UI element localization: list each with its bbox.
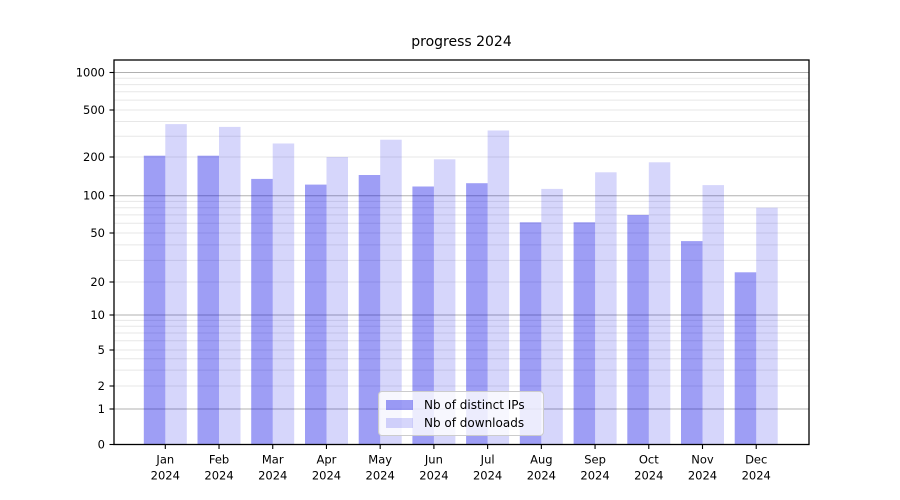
- x-tick-label-year: 2024: [419, 469, 448, 483]
- y-axis: 0 1 2 5 10 20 50 100 200 500 1000: [76, 66, 114, 452]
- x-tick-label-month: Jun: [424, 453, 443, 467]
- x-tick-label-month: Dec: [745, 453, 767, 467]
- x-tick-label-month: Apr: [317, 453, 337, 467]
- x-tick-label-year: 2024: [742, 469, 771, 483]
- bar-downloads-apr: [326, 157, 348, 445]
- y-tick-label: 500: [83, 103, 105, 117]
- bar-distinct-ips-apr: [305, 184, 327, 445]
- y-tick-label: 20: [90, 275, 105, 289]
- x-tick-label-month: Feb: [209, 453, 229, 467]
- bar-distinct-ips-feb: [197, 155, 219, 445]
- bar-downloads-feb: [219, 126, 241, 445]
- bar-distinct-ips-jun: [412, 186, 434, 445]
- y-tick-label: 10: [90, 308, 105, 322]
- legend-row-distinct-ips: Nb of distinct IPs: [386, 398, 535, 412]
- x-tick-label-month: Aug: [530, 453, 552, 467]
- bar-downloads-sep: [595, 172, 617, 445]
- y-tick-label: 1: [98, 402, 105, 416]
- x-tick-label-year: 2024: [366, 469, 395, 483]
- x-tick-label-year: 2024: [204, 469, 233, 483]
- bar-downloads-dec: [756, 207, 778, 445]
- chart-title: progress 2024: [411, 34, 512, 50]
- x-tick-label-month: May: [368, 453, 392, 467]
- y-tick-label: 5: [98, 343, 105, 357]
- x-tick-label-year: 2024: [258, 469, 287, 483]
- x-axis: Jan 2024 Feb 2024 Mar 2024 Apr 2024 May 2024 Jun 20…: [151, 444, 771, 483]
- legend-label-downloads: Nb of downloads: [424, 415, 525, 430]
- x-tick-label-year: 2024: [312, 469, 341, 483]
- y-tick-label: 0: [98, 438, 105, 452]
- x-tick-label-month: Jul: [480, 453, 495, 467]
- y-tick-label: 50: [90, 226, 105, 240]
- legend: Nb of distinct IPs Nb of downloads: [378, 391, 544, 436]
- x-tick-label-month: Nov: [691, 453, 714, 467]
- bar-distinct-ips-may: [358, 175, 381, 445]
- legend-row-downloads: Nb of downloads: [386, 416, 535, 430]
- bar-downloads-mar: [272, 143, 295, 445]
- minor-gridlines: [114, 77, 809, 387]
- bar-downloads-may: [380, 139, 402, 445]
- x-tick-label-month: Mar: [262, 453, 284, 467]
- y-tick-label: 200: [83, 150, 105, 164]
- x-tick-label-month: Oct: [639, 453, 659, 467]
- x-tick-label-year: 2024: [688, 469, 717, 483]
- plot-border: [113, 59, 810, 446]
- legend-swatch-downloads-icon: [386, 417, 413, 428]
- y-tick-label: 100: [83, 189, 105, 203]
- x-tick-label-month: Sep: [584, 453, 606, 467]
- bar-downloads-jan: [165, 124, 187, 445]
- legend-label-distinct-ips: Nb of distinct IPs: [424, 397, 525, 412]
- bar-distinct-ips-jan: [143, 155, 166, 445]
- bar-distinct-ips-mar: [251, 178, 273, 445]
- axes-spines: [113, 59, 810, 446]
- y-tick-label: 1000: [76, 66, 105, 80]
- bar-downloads-aug: [541, 188, 563, 445]
- x-tick-label-year: 2024: [473, 469, 502, 483]
- x-tick-label-year: 2024: [634, 469, 663, 483]
- bars: [143, 124, 778, 445]
- bar-downloads-nov: [702, 185, 724, 445]
- bar-distinct-ips-jul: [466, 183, 488, 445]
- x-tick-label-month: Jan: [155, 453, 174, 467]
- bar-distinct-ips-sep: [573, 222, 596, 445]
- bar-downloads-jul: [487, 130, 510, 445]
- x-tick-label-year: 2024: [151, 469, 180, 483]
- legend-swatch-distinct-ips-icon: [386, 399, 413, 410]
- y-tick-label: 2: [98, 379, 105, 393]
- bar-distinct-ips-aug: [519, 222, 542, 445]
- bar-downloads-oct: [648, 162, 671, 445]
- bar-distinct-ips-oct: [627, 214, 649, 445]
- bar-distinct-ips-dec: [734, 272, 757, 445]
- bar-downloads-jun: [433, 159, 456, 445]
- x-tick-label-year: 2024: [580, 469, 609, 483]
- x-tick-label-year: 2024: [527, 469, 556, 483]
- bar-distinct-ips-nov: [681, 241, 703, 445]
